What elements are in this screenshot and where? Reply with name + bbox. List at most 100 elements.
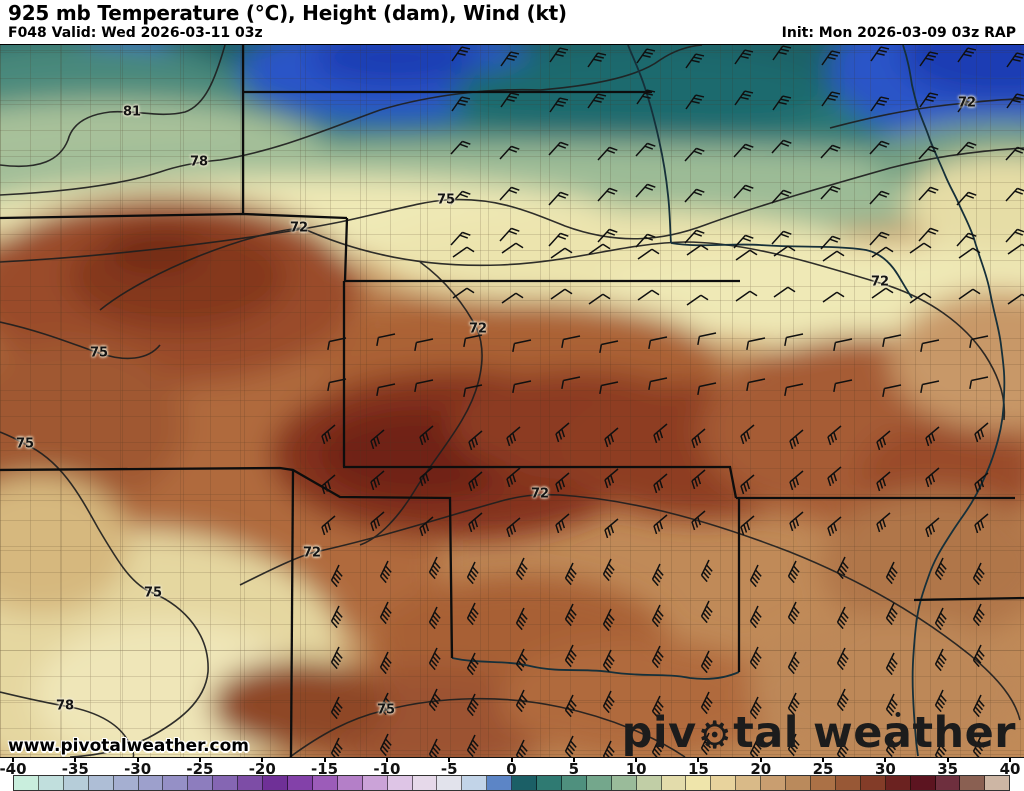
colorbar-cell <box>611 776 637 790</box>
wind-barb <box>515 607 528 631</box>
contour-label: 81 <box>122 104 142 120</box>
wind-barb <box>512 380 532 393</box>
wind-barb <box>700 691 713 715</box>
wind-barb <box>700 732 713 756</box>
colorbar-cell <box>910 776 936 790</box>
wind-barb <box>588 243 611 255</box>
colorbar-cell <box>661 776 687 790</box>
colorbar-tick-label: -15 <box>311 760 339 778</box>
colorbar-cell <box>711 776 737 790</box>
wind-barb <box>1006 93 1024 109</box>
wind-barb <box>379 560 392 584</box>
weather-map: 81 78 75 72 72 72 72 75 75 72 72 75 78 75 www.pivotal… <box>0 45 1024 758</box>
colorbar-cell <box>412 776 438 790</box>
wind-barb <box>869 140 890 155</box>
wind-barb <box>925 517 940 538</box>
logo-text: piv <box>621 708 697 758</box>
colorbar-tick-label: 0 <box>506 760 517 778</box>
wind-barb <box>370 470 385 491</box>
colorbar-tick <box>946 758 949 762</box>
wind-barb <box>414 338 434 351</box>
wind-barb <box>588 293 611 305</box>
wind-barb <box>749 646 762 670</box>
contour-label: 75 <box>436 192 456 208</box>
wind-barb <box>468 471 483 492</box>
colorbar-tick-label: -25 <box>186 760 214 778</box>
forecast-valid-text: F048 Valid: Wed 2026-03-11 03z <box>8 25 263 41</box>
colorbar-cell <box>287 776 313 790</box>
wind-barb <box>597 228 618 243</box>
wind-barb <box>379 651 392 675</box>
wind-barb <box>463 334 483 347</box>
wind-barb <box>414 379 434 392</box>
wind-barb <box>934 648 947 672</box>
colorbar-tick <box>12 758 14 762</box>
wind-barb <box>564 603 577 627</box>
wind-barb <box>466 652 479 676</box>
wind-barb <box>564 735 577 757</box>
wind-barb <box>651 604 664 628</box>
colorbar-tick <box>385 758 388 762</box>
wind-barb <box>501 242 524 254</box>
colorbar-cell <box>586 776 612 790</box>
contour-label: 75 <box>89 345 109 361</box>
wind-barb <box>821 50 841 66</box>
wind-barb <box>787 651 800 675</box>
wind-barb <box>789 470 804 491</box>
wind-barb <box>602 690 615 714</box>
wind-barb <box>789 511 804 532</box>
wind-barb <box>330 564 343 588</box>
wind-barb <box>876 512 891 533</box>
wind-barb <box>450 190 471 205</box>
wind-barb <box>602 740 615 757</box>
wind-barb <box>599 381 619 394</box>
wind-barb <box>597 187 618 202</box>
contour-lines <box>0 45 1024 757</box>
colorbar-cell <box>113 776 139 790</box>
wind-barb <box>648 336 668 349</box>
wind-barb <box>506 426 521 447</box>
wind-barb <box>700 650 713 674</box>
colorbar-cell <box>512 776 538 790</box>
map-title: 925 mb Temperature (°C), Height (dam), W… <box>8 1 567 25</box>
wind-barb <box>925 426 940 447</box>
wind-barb <box>376 383 396 396</box>
wind-barb <box>684 147 705 162</box>
wind-barb <box>833 379 853 392</box>
wind-barb <box>920 380 940 393</box>
wind-barb <box>599 340 619 353</box>
wind-barb <box>827 425 842 446</box>
header: 925 mb Temperature (°C), Height (dam), W… <box>0 0 1024 45</box>
colorbar-cell <box>736 776 762 790</box>
wind-barb <box>463 384 483 397</box>
wind-barb <box>974 513 989 534</box>
wind-barb <box>555 472 570 493</box>
wind-barb <box>635 233 656 248</box>
wind-barb <box>635 183 656 198</box>
wind-barb <box>686 294 709 306</box>
wind-barb <box>869 190 890 205</box>
wind-barb <box>691 469 706 490</box>
wind-barb <box>370 511 385 532</box>
wind-barb <box>653 423 668 444</box>
wind-barb <box>555 513 570 534</box>
wind-barb <box>549 47 569 63</box>
wind-barb <box>501 292 524 304</box>
wind-barb <box>499 227 520 242</box>
colorbar-cell <box>14 776 39 790</box>
rivers <box>451 45 1006 757</box>
county-grid-coarse <box>0 45 1024 757</box>
wind-barb <box>515 557 528 581</box>
wind-barb <box>972 562 985 586</box>
wind-barb <box>555 422 570 443</box>
colorbar-tick <box>323 758 326 762</box>
colorbar-cell <box>263 776 288 790</box>
wind-barb <box>749 605 762 629</box>
wind-barb <box>651 736 664 757</box>
colorbar-tick <box>884 758 887 762</box>
colorbar-cell <box>188 776 214 790</box>
wind-barb <box>749 564 762 588</box>
contour-label: 72 <box>957 95 977 111</box>
colorbar-cell <box>786 776 811 790</box>
colorbar-tick-label: 25 <box>812 760 834 778</box>
